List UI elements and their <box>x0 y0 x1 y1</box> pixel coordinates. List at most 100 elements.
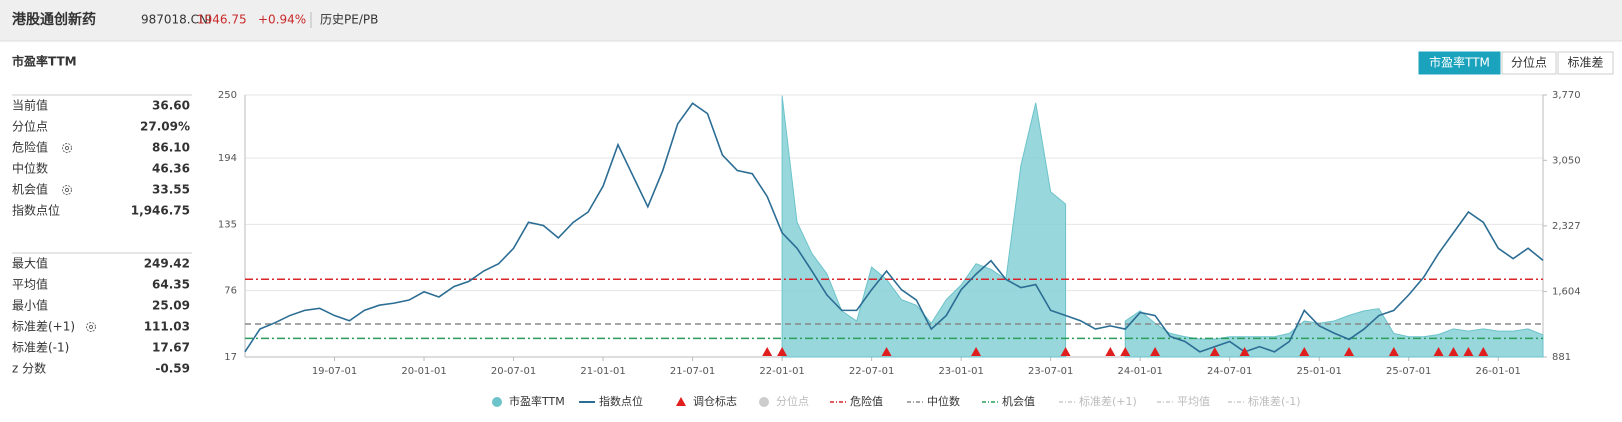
stat-value: 27.09% <box>140 120 190 134</box>
tab-button-label[interactable]: 分位点 <box>1511 55 1547 70</box>
stat-value: 86.10 <box>152 141 190 155</box>
stat-value: 46.36 <box>152 162 190 176</box>
pe-area <box>781 95 1544 358</box>
y2-tick-label: 881 <box>1552 352 1571 363</box>
history-link[interactable]: 历史PE/PB <box>320 13 378 27</box>
rebalance-flag <box>1463 347 1474 356</box>
y-tick-label: 17 <box>224 352 237 363</box>
settings-icon[interactable] <box>86 322 96 332</box>
x-tick-label: 24-01-01 <box>1117 366 1162 377</box>
stat-label: 平均值 <box>12 277 48 292</box>
stat-value: 249.42 <box>144 257 190 271</box>
rebalance-flag <box>1344 347 1355 356</box>
x-tick-label: 23-07-01 <box>1028 366 1073 377</box>
x-tick-label: 20-07-01 <box>491 366 536 377</box>
y2-tick-label: 2,327 <box>1552 221 1581 232</box>
legend-marker[interactable] <box>759 397 769 407</box>
x-tick-label: 22-01-01 <box>759 366 804 377</box>
section-title: 市盈率TTM <box>12 54 77 69</box>
legend-label[interactable]: 标准差(+1) <box>1079 394 1137 408</box>
header-bar <box>0 0 1622 41</box>
settings-icon-hole <box>64 145 70 151</box>
x-tick-label: 24-07-01 <box>1207 366 1252 377</box>
stat-value: 1,946.75 <box>131 204 190 218</box>
legend-label[interactable]: 危险值 <box>850 394 883 408</box>
legend-label[interactable]: 机会值 <box>1002 394 1035 408</box>
index-price: 1946.75 <box>197 13 247 27</box>
x-tick-label: 25-07-01 <box>1386 366 1431 377</box>
rebalance-flag <box>881 347 892 356</box>
legend-label[interactable]: 平均值 <box>1177 395 1210 408</box>
stat-label: 中位数 <box>12 161 48 176</box>
rebalance-flag <box>1060 347 1071 356</box>
rebalance-flag <box>1209 347 1220 356</box>
tab-button[interactable] <box>1501 51 1557 75</box>
stat-label: 最大值 <box>12 256 48 271</box>
settings-icon-hole <box>88 324 94 330</box>
y-tick-label: 76 <box>224 286 237 297</box>
x-tick-label: 22-07-01 <box>849 366 894 377</box>
stat-label: 当前值 <box>12 98 48 113</box>
y-tick-label: 250 <box>218 90 237 101</box>
rebalance-flag <box>1239 347 1250 356</box>
x-tick-label: 25-01-01 <box>1297 366 1342 377</box>
y-tick-label: 194 <box>218 153 237 164</box>
tab-button-label[interactable]: 标准差 <box>1567 56 1603 70</box>
y-tick-label: 135 <box>218 219 237 230</box>
x-tick-label: 19-07-01 <box>312 366 357 377</box>
tab-button-label[interactable]: 市盈率TTM <box>1429 55 1490 70</box>
index-code: 987018.CNI <box>141 13 212 27</box>
rebalance-flag <box>1299 347 1310 356</box>
stat-value: 111.03 <box>144 320 190 334</box>
rebalance-flag <box>971 347 982 356</box>
stat-label: 标准差(-1) <box>12 341 69 355</box>
stat-label: 危险值 <box>12 140 48 155</box>
settings-icon[interactable] <box>62 185 72 195</box>
rebalance-flag <box>762 347 773 356</box>
legend-label[interactable]: 中位数 <box>927 394 960 408</box>
x-tick-label: 20-01-01 <box>401 366 446 377</box>
stat-value: -0.59 <box>155 362 190 376</box>
y2-tick-label: 3,770 <box>1552 90 1581 101</box>
y2-tick-label: 1,604 <box>1552 286 1581 297</box>
stat-label: 指数点位 <box>12 203 60 218</box>
legend-marker[interactable] <box>676 397 686 406</box>
stat-label: 最小值 <box>12 298 48 313</box>
stat-label: z 分数 <box>12 361 46 376</box>
index-title: 港股通创新药 <box>12 11 96 28</box>
rebalance-flag <box>1150 347 1161 356</box>
stat-label: 分位点 <box>12 119 48 134</box>
rebalance-flag <box>1478 347 1489 356</box>
legend-label[interactable]: 分位点 <box>776 394 809 408</box>
tab-button[interactable] <box>1557 51 1614 75</box>
settings-icon-hole <box>64 187 70 193</box>
rebalance-flag <box>1120 347 1131 356</box>
stat-value: 25.09 <box>152 299 190 313</box>
x-tick-label: 26-01-01 <box>1476 366 1521 377</box>
x-tick-label: 21-01-01 <box>580 366 625 377</box>
rebalance-flag <box>777 347 788 356</box>
stat-value: 33.55 <box>152 183 190 197</box>
legend-label[interactable]: 标准差(-1) <box>1248 394 1301 408</box>
settings-icon[interactable] <box>62 143 72 153</box>
legend-marker[interactable] <box>492 397 502 407</box>
stat-label: 机会值 <box>12 182 48 197</box>
stat-value: 17.67 <box>152 341 190 355</box>
y2-tick-label: 3,050 <box>1552 155 1581 166</box>
legend-label[interactable]: 市盈率TTM <box>509 394 565 408</box>
x-tick-label: 23-01-01 <box>938 366 983 377</box>
index-change: +0.94% <box>258 13 306 27</box>
index-line <box>244 102 1544 353</box>
legend-label[interactable]: 指数点位 <box>599 394 643 408</box>
rebalance-flag <box>1433 347 1444 356</box>
x-tick-label: 21-07-01 <box>670 366 715 377</box>
legend-label[interactable]: 调仓标志 <box>693 394 737 408</box>
stat-label: 标准差(+1) <box>12 320 75 334</box>
rebalance-flag <box>1448 347 1459 356</box>
rebalance-flag <box>1105 347 1116 356</box>
tab-button[interactable] <box>1418 51 1501 75</box>
stat-value: 64.35 <box>152 278 190 292</box>
rebalance-flag <box>1388 347 1399 356</box>
